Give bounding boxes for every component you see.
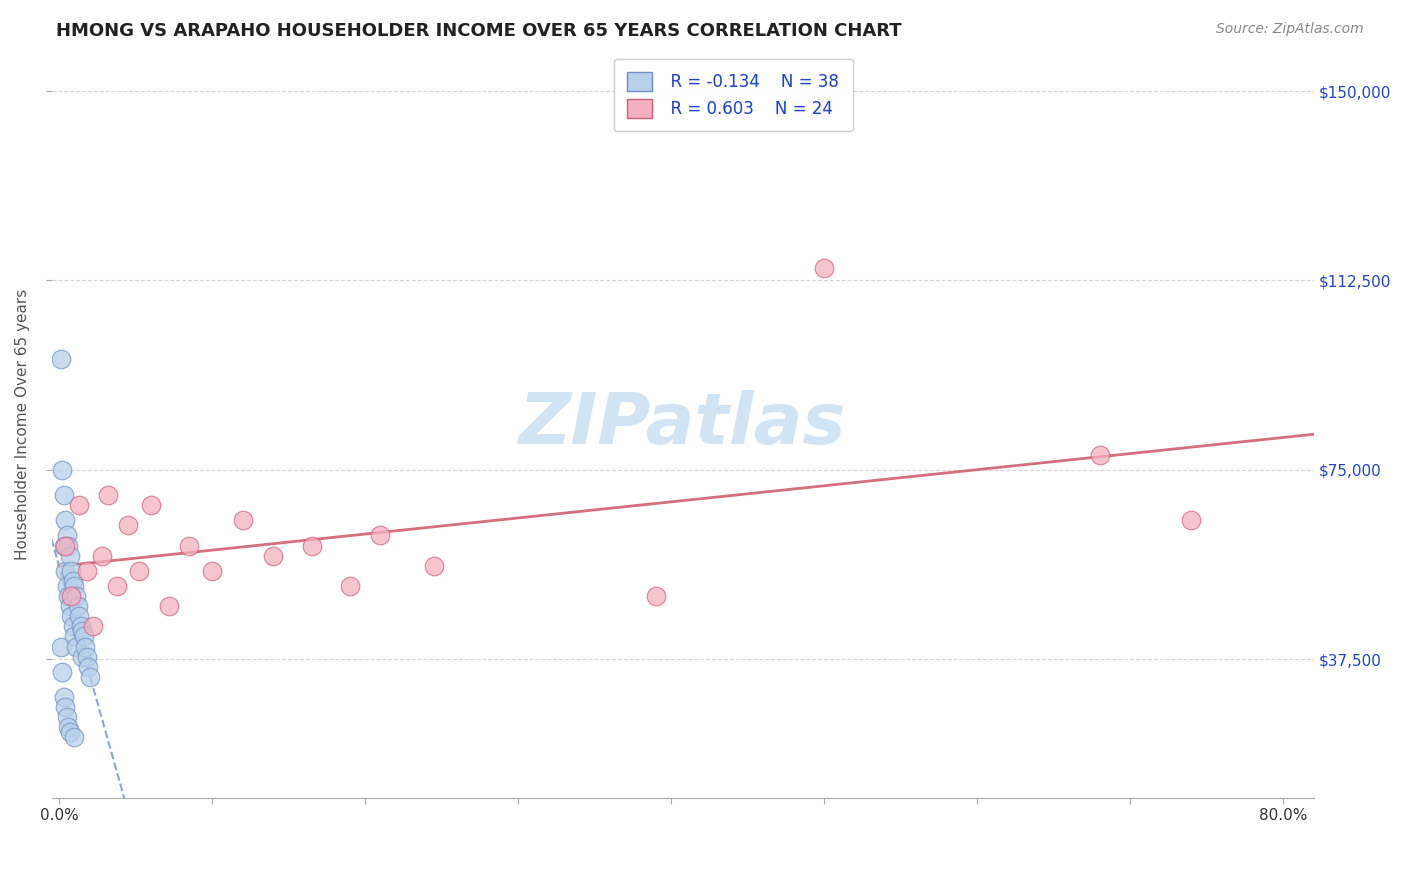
Point <box>63 731 86 745</box>
Point <box>49 640 72 654</box>
Point <box>59 549 82 563</box>
Point <box>117 518 139 533</box>
Point <box>59 599 82 614</box>
Text: HMONG VS ARAPAHO HOUSEHOLDER INCOME OVER 65 YEARS CORRELATION CHART: HMONG VS ARAPAHO HOUSEHOLDER INCOME OVER… <box>56 22 901 40</box>
Point <box>79 670 101 684</box>
Point <box>60 609 83 624</box>
Point <box>56 710 79 724</box>
Point <box>76 564 98 578</box>
Point <box>53 513 76 527</box>
Point <box>232 513 254 527</box>
Point <box>339 579 361 593</box>
Point <box>59 725 82 739</box>
Point <box>51 665 73 679</box>
Point <box>644 589 666 603</box>
Point <box>423 558 446 573</box>
Point <box>82 619 104 633</box>
Point <box>1088 448 1111 462</box>
Text: ZIPatlas: ZIPatlas <box>519 390 846 458</box>
Point <box>51 463 73 477</box>
Point <box>67 609 90 624</box>
Point <box>201 564 224 578</box>
Point <box>60 589 83 603</box>
Point <box>60 564 83 578</box>
Point <box>301 539 323 553</box>
Point <box>76 649 98 664</box>
Point <box>67 498 90 512</box>
Point <box>70 649 93 664</box>
Point <box>53 564 76 578</box>
Point <box>75 640 97 654</box>
Point <box>73 630 96 644</box>
Point <box>70 624 93 639</box>
Point <box>58 589 80 603</box>
Point <box>56 528 79 542</box>
Point <box>91 549 114 563</box>
Point <box>56 579 79 593</box>
Legend:   R = -0.134    N = 38,   R = 0.603    N = 24: R = -0.134 N = 38, R = 0.603 N = 24 <box>613 59 852 131</box>
Point <box>63 579 86 593</box>
Point <box>65 640 87 654</box>
Point <box>53 539 76 553</box>
Point <box>262 549 284 563</box>
Point <box>49 351 72 366</box>
Point <box>63 630 86 644</box>
Text: Source: ZipAtlas.com: Source: ZipAtlas.com <box>1216 22 1364 37</box>
Point <box>77 659 100 673</box>
Point <box>157 599 180 614</box>
Point <box>370 528 392 542</box>
Point <box>128 564 150 578</box>
Point <box>97 488 120 502</box>
Point <box>65 589 87 603</box>
Point <box>105 579 128 593</box>
Point <box>813 260 835 275</box>
Point <box>139 498 162 512</box>
Point <box>62 619 84 633</box>
Point <box>52 539 75 553</box>
Point <box>52 488 75 502</box>
Point <box>53 700 76 714</box>
Point <box>62 574 84 588</box>
Point <box>179 539 201 553</box>
Point <box>58 539 80 553</box>
Point <box>1180 513 1202 527</box>
Point <box>69 619 91 633</box>
Y-axis label: Householder Income Over 65 years: Householder Income Over 65 years <box>15 289 30 560</box>
Point <box>52 690 75 704</box>
Point <box>66 599 89 614</box>
Point <box>58 720 80 734</box>
